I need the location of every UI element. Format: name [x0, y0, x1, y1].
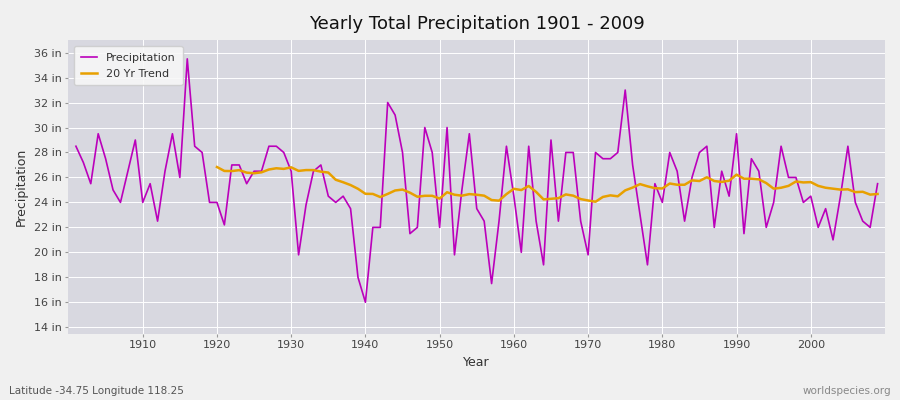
- 20 Yr Trend: [872, 192, 883, 196]
- 20 Yr Trend: [212, 165, 222, 170]
- 20 Yr Trend: [769, 186, 779, 191]
- Line: 20 Yr Trend: 20 Yr Trend: [217, 167, 878, 202]
- 20 Yr Trend: [783, 184, 794, 188]
- Text: Latitude -34.75 Longitude 118.25: Latitude -34.75 Longitude 118.25: [9, 386, 184, 396]
- Precipitation: [523, 144, 534, 149]
- Line: Precipitation: Precipitation: [76, 59, 878, 302]
- 20 Yr Trend: [301, 168, 311, 172]
- Precipitation: [360, 300, 371, 305]
- Y-axis label: Precipitation: Precipitation: [15, 148, 28, 226]
- Precipitation: [70, 144, 81, 149]
- Precipitation: [130, 138, 140, 142]
- Text: worldspecies.org: worldspecies.org: [803, 386, 891, 396]
- Precipitation: [346, 206, 356, 211]
- Precipitation: [872, 181, 883, 186]
- Precipitation: [612, 150, 623, 155]
- Precipitation: [182, 56, 193, 61]
- Precipitation: [516, 250, 526, 255]
- Precipitation: [301, 202, 311, 207]
- 20 Yr Trend: [850, 190, 860, 194]
- 20 Yr Trend: [590, 199, 601, 204]
- X-axis label: Year: Year: [464, 356, 490, 369]
- 20 Yr Trend: [412, 194, 423, 199]
- 20 Yr Trend: [680, 182, 690, 187]
- Title: Yearly Total Precipitation 1901 - 2009: Yearly Total Precipitation 1901 - 2009: [309, 15, 644, 33]
- Legend: Precipitation, 20 Yr Trend: Precipitation, 20 Yr Trend: [74, 46, 183, 86]
